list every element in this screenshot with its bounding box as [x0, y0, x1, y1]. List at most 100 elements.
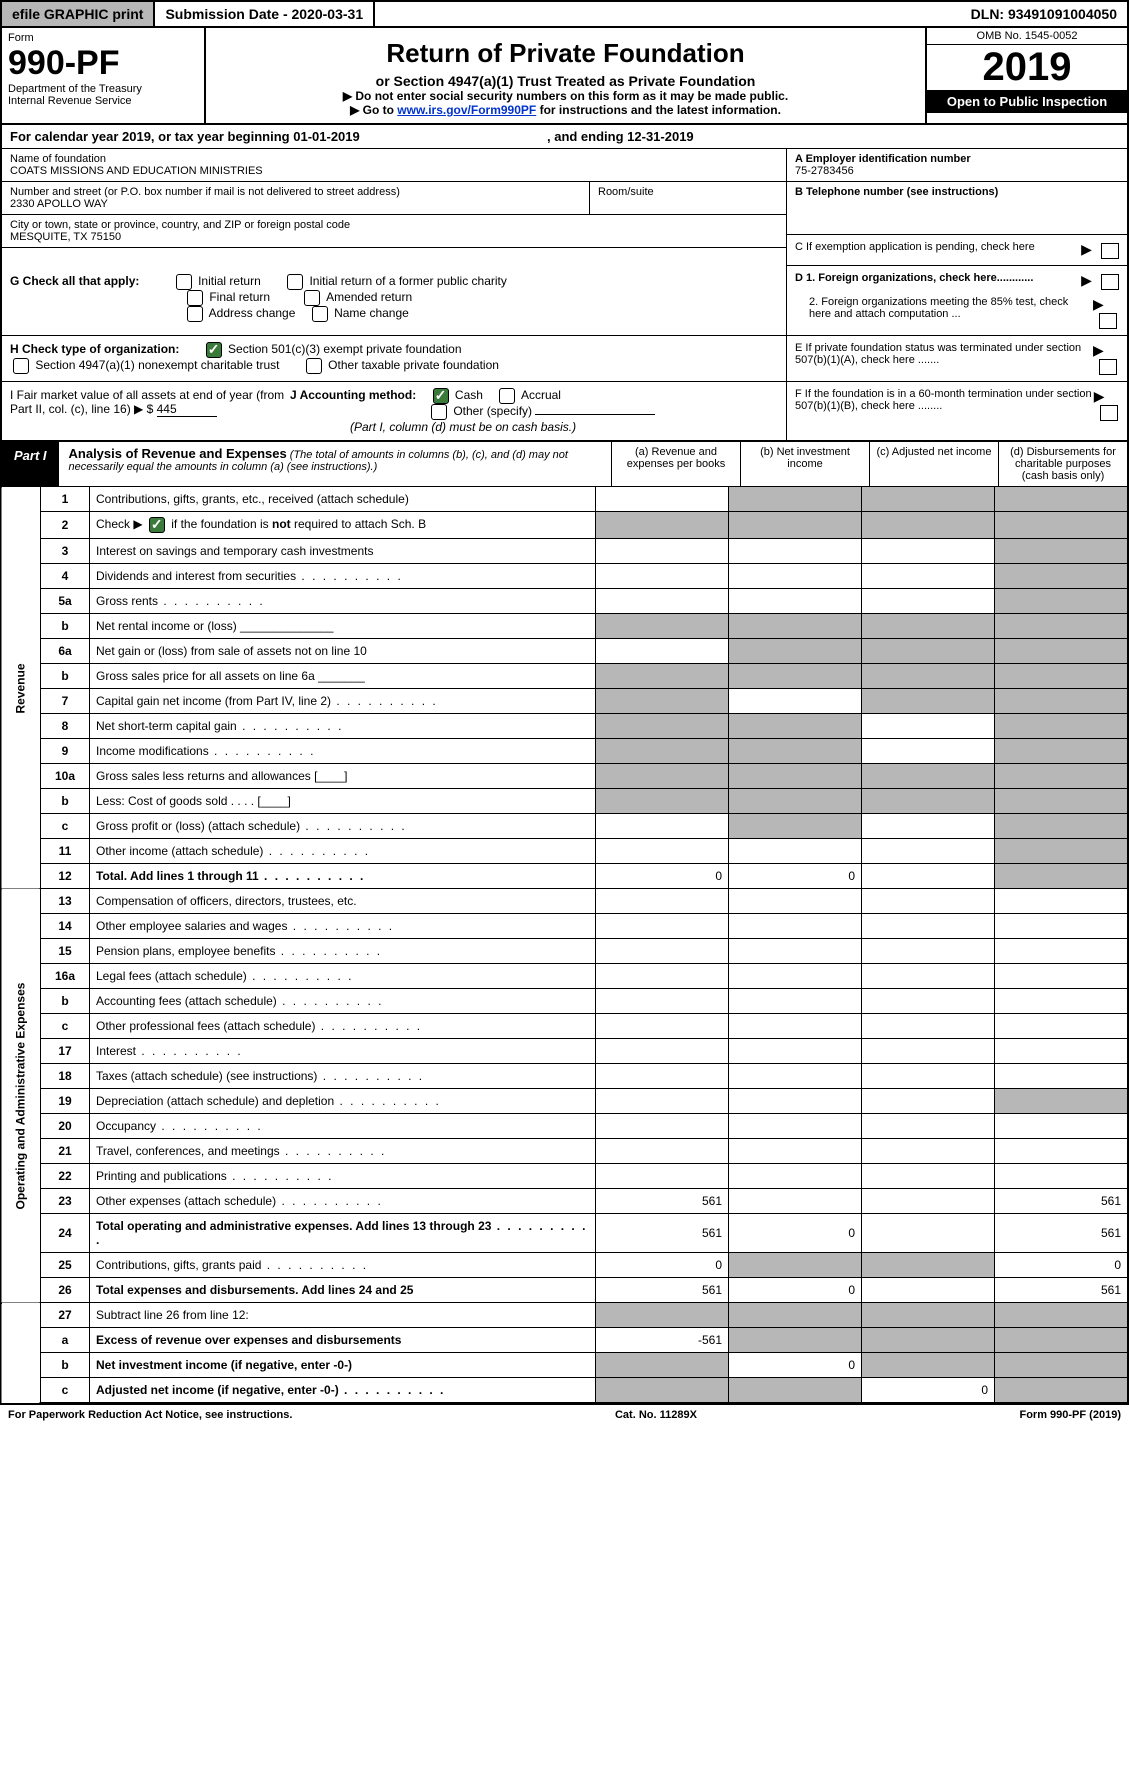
submission-date: Submission Date - 2020-03-31	[155, 2, 375, 26]
amount-cell	[596, 964, 729, 989]
tax-year-begin: 01-01-2019	[293, 129, 360, 144]
line-number: 17	[41, 1039, 90, 1064]
chk-name-change[interactable]	[312, 306, 328, 322]
amount-cell	[862, 1353, 995, 1378]
part1-desc: Analysis of Revenue and Expenses (The to…	[59, 442, 611, 486]
chk-sch-b[interactable]	[149, 517, 165, 533]
line-number: 11	[41, 839, 90, 864]
line-row: 16aLegal fees (attach schedule)	[1, 964, 1128, 989]
efile-print-button[interactable]: efile GRAPHIC print	[2, 2, 155, 26]
chk-accrual[interactable]	[499, 388, 515, 404]
line-number: 24	[41, 1214, 90, 1253]
ein-value: 75-2783456	[795, 165, 1119, 177]
footer-right: Form 990-PF (2019)	[1019, 1409, 1121, 1421]
amount-cell	[995, 764, 1129, 789]
line-desc: Printing and publications	[90, 1164, 596, 1189]
checkbox-d1[interactable]	[1101, 274, 1119, 290]
amount-cell	[995, 487, 1129, 512]
amount-cell: 561	[596, 1189, 729, 1214]
h-opt2: Section 4947(a)(1) nonexempt charitable …	[35, 358, 279, 372]
amount-cell	[995, 664, 1129, 689]
line-desc: Net gain or (loss) from sale of assets n…	[90, 639, 596, 664]
chk-4947[interactable]	[13, 358, 29, 374]
section-e: E If private foundation status was termi…	[787, 336, 1127, 382]
irs-link[interactable]: www.irs.gov/Form990PF	[397, 103, 536, 117]
line-desc: Accounting fees (attach schedule)	[90, 989, 596, 1014]
amount-cell	[596, 1139, 729, 1164]
top-bar: efile GRAPHIC print Submission Date - 20…	[0, 0, 1129, 28]
h-opt1: Section 501(c)(3) exempt private foundat…	[228, 342, 461, 356]
part1-badge: Part I	[2, 442, 59, 486]
d2-label: 2. Foreign organizations meeting the 85%…	[795, 296, 1093, 320]
amount-cell: 0	[862, 1378, 995, 1404]
amount-cell	[729, 1164, 862, 1189]
amount-cell	[729, 564, 862, 589]
amount-cell	[596, 1378, 729, 1404]
chk-amended[interactable]	[304, 290, 320, 306]
amount-cell	[862, 639, 995, 664]
line-number: 10a	[41, 764, 90, 789]
amount-cell	[995, 789, 1129, 814]
cal-text-a: For calendar year 2019, or tax year begi…	[10, 129, 293, 144]
chk-other-method[interactable]	[431, 404, 447, 420]
amount-cell	[729, 1303, 862, 1328]
amount-cell	[596, 1164, 729, 1189]
col-c-head: (c) Adjusted net income	[869, 442, 998, 486]
line-number: 7	[41, 689, 90, 714]
checkbox-f[interactable]	[1100, 405, 1118, 421]
city-cell: City or town, state or province, country…	[2, 215, 786, 248]
line-row: 8Net short-term capital gain	[1, 714, 1128, 739]
amount-cell	[995, 1378, 1129, 1404]
line-row: bNet rental income or (loss) ___________…	[1, 614, 1128, 639]
header-mid: Return of Private Foundation or Section …	[206, 28, 925, 123]
chk-initial-return[interactable]	[176, 274, 192, 290]
ein-label: A Employer identification number	[795, 153, 1119, 165]
chk-cash[interactable]	[433, 388, 449, 404]
amount-cell	[729, 512, 862, 539]
spacer	[375, 2, 961, 26]
amount-cell	[995, 1014, 1129, 1039]
line-number: 25	[41, 1253, 90, 1278]
foundation-name: COATS MISSIONS AND EDUCATION MINISTRIES	[10, 165, 778, 177]
line-desc: Total expenses and disbursements. Add li…	[90, 1278, 596, 1303]
chk-final-return[interactable]	[187, 290, 203, 306]
amount-cell	[862, 539, 995, 564]
checkbox-e[interactable]	[1099, 359, 1117, 375]
chk-501c3[interactable]	[206, 342, 222, 358]
tax-year-end: 12-31-2019	[627, 129, 694, 144]
line-desc: Total. Add lines 1 through 11	[90, 864, 596, 889]
opt-former: Initial return of a former public charit…	[309, 274, 506, 288]
city-label: City or town, state or province, country…	[10, 219, 778, 231]
line-number: 3	[41, 539, 90, 564]
amount-cell	[995, 539, 1129, 564]
line-desc: Other income (attach schedule)	[90, 839, 596, 864]
line-desc: Net rental income or (loss) ____________…	[90, 614, 596, 639]
line-row: 12Total. Add lines 1 through 1100	[1, 864, 1128, 889]
amount-cell	[729, 964, 862, 989]
amount-cell	[729, 1253, 862, 1278]
amount-cell	[995, 964, 1129, 989]
chk-other-taxable[interactable]	[306, 358, 322, 374]
amount-cell	[596, 539, 729, 564]
amount-cell	[729, 664, 862, 689]
line-desc: Net investment income (if negative, ente…	[90, 1353, 596, 1378]
amount-cell	[729, 814, 862, 839]
amount-cell	[995, 1328, 1129, 1353]
checkbox-c[interactable]	[1101, 243, 1119, 259]
ein-cell: A Employer identification number 75-2783…	[787, 149, 1127, 182]
amount-cell	[729, 689, 862, 714]
line-desc: Other employee salaries and wages	[90, 914, 596, 939]
opt-initial: Initial return	[198, 274, 261, 288]
amount-cell: -561	[596, 1328, 729, 1353]
line-desc: Income modifications	[90, 739, 596, 764]
amount-cell	[596, 714, 729, 739]
room-suite-cell: Room/suite	[589, 182, 786, 214]
opt-cash: Cash	[455, 388, 483, 402]
checkbox-d2[interactable]	[1099, 313, 1117, 329]
amount-cell	[862, 1253, 995, 1278]
line-row: 20Occupancy	[1, 1114, 1128, 1139]
chk-address-change[interactable]	[187, 306, 203, 322]
amount-cell	[596, 789, 729, 814]
amount-cell	[995, 1164, 1129, 1189]
chk-initial-former[interactable]	[287, 274, 303, 290]
